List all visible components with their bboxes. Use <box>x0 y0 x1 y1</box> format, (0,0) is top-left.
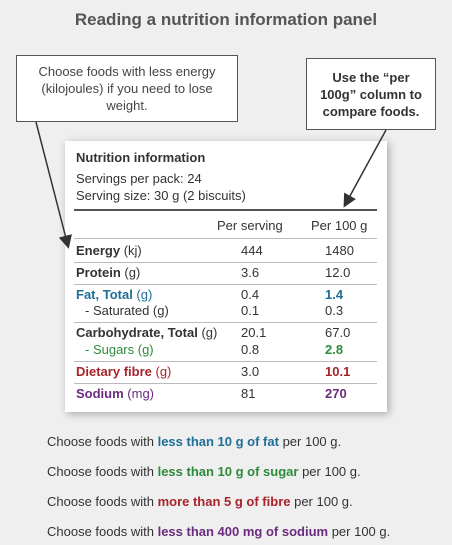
tip-fibre: Choose foods with more than 5 g of fibre… <box>47 494 353 509</box>
row-divider <box>74 322 377 323</box>
fat-per-100g: 1.4 <box>325 287 344 302</box>
energy-callout: Choose foods with less energy (kilojoule… <box>16 55 238 122</box>
row-label-carbohydrate: Carbohydrate, Total (g) <box>76 325 218 340</box>
sodium-per-serving: 81 <box>241 386 256 401</box>
header-rule <box>74 209 377 211</box>
fat-per-serving: 0.4 <box>241 287 260 302</box>
row-label-sugars: - Sugars (g) <box>85 342 154 357</box>
row-label-sodium: Sodium (mg) <box>76 386 155 401</box>
panel-title: Nutrition information <box>76 150 206 165</box>
sugars-per-serving: 0.8 <box>241 342 260 357</box>
protein-per-100g: 12.0 <box>325 265 351 280</box>
row-divider <box>74 262 377 263</box>
row-label-protein: Protein (g) <box>76 265 141 280</box>
row-label-saturated: - Saturated (g) <box>85 303 169 318</box>
row-divider <box>74 361 377 362</box>
fibre-per-serving: 3.0 <box>241 364 260 379</box>
servings-per-pack: Servings per pack: 24 <box>76 171 202 186</box>
protein-per-serving: 3.6 <box>241 265 260 280</box>
arrow-to-energy <box>35 121 72 249</box>
page-title: Reading a nutrition information panel <box>74 10 378 29</box>
row-label-energy: Energy (kj) <box>76 243 142 258</box>
tip-sodium: Choose foods with less than 400 mg of so… <box>47 524 391 539</box>
row-divider <box>74 383 377 384</box>
row-divider <box>74 284 377 285</box>
row-label-fibre: Dietary fibre (g) <box>76 364 172 379</box>
carbohydrate-per-serving: 20.1 <box>241 325 267 340</box>
row-divider <box>74 238 377 239</box>
sodium-per-100g: 270 <box>325 386 347 401</box>
saturated-per-100g: 0.3 <box>325 303 344 318</box>
tip-sugar: Choose foods with less than 10 g of suga… <box>47 464 361 479</box>
energy-per-serving: 444 <box>241 243 263 258</box>
serving-size: Serving size: 30 g (2 biscuits) <box>76 188 246 203</box>
row-label-fat: Fat, Total (g) <box>76 287 153 302</box>
energy-per-100g: 1480 <box>325 243 354 258</box>
per-100g-callout: Use the “per 100g” column to compare foo… <box>306 58 436 130</box>
col-per-100g: Per 100 g <box>311 218 368 233</box>
arrow-to-per-100g-column <box>343 129 387 208</box>
sugars-per-100g: 2.8 <box>325 342 344 357</box>
carbohydrate-per-100g: 67.0 <box>325 325 351 340</box>
saturated-per-serving: 0.1 <box>241 303 260 318</box>
nutrition-panel: Nutrition information Servings per pack:… <box>65 141 387 412</box>
col-per-serving: Per serving <box>217 218 283 233</box>
tip-fat: Choose foods with less than 10 g of fat … <box>47 434 342 449</box>
fibre-per-100g: 10.1 <box>325 364 351 379</box>
